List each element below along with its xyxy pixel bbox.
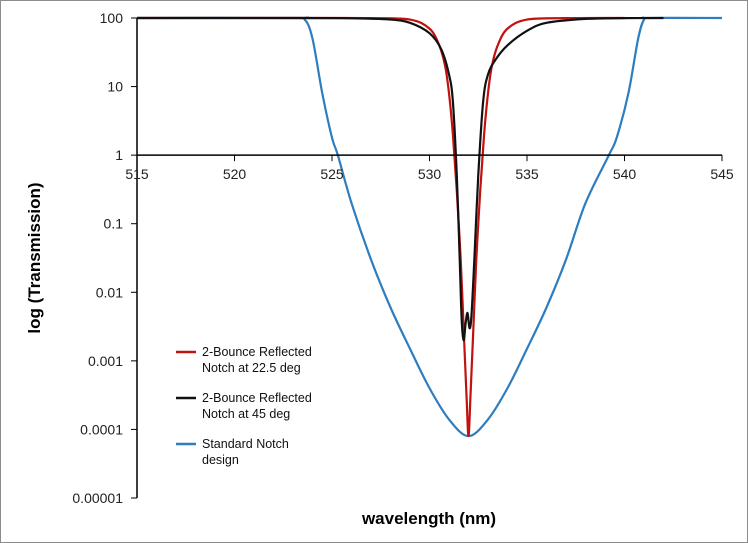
x-tick-label: 540	[613, 166, 637, 182]
y-tick-label: 0.0001	[80, 421, 123, 437]
legend: 2-Bounce Reflected Notch at 22.5 deg 2-Bou…	[168, 337, 333, 480]
legend-label-2: design	[202, 453, 239, 467]
y-tick-label: 0.01	[96, 284, 123, 300]
y-axis-title: log (Transmission)	[25, 182, 44, 333]
x-tick-label: 545	[710, 166, 734, 182]
plot-area	[136, 16, 723, 438]
y-tick-label: 1	[115, 147, 123, 163]
series-line-0	[136, 16, 625, 438]
y-tick-label: 0.1	[104, 216, 124, 232]
y-tick-label: 0.00001	[72, 490, 123, 506]
y-tick-label: 100	[100, 10, 124, 26]
axes	[131, 17, 723, 499]
legend-label-0: Notch at 22.5 deg	[202, 361, 301, 375]
legend-label-0: 2-Bounce Reflected	[202, 345, 312, 359]
legend-label-1: Notch at 45 deg	[202, 407, 290, 421]
x-tick-label: 520	[223, 166, 247, 182]
series-line-1	[136, 16, 664, 342]
tick-labels: 100 10 1 0.1 0.01 0.001 0.0001 0.00001 515 520 525…	[72, 10, 734, 506]
legend-label-2: Standard Notch	[202, 437, 289, 451]
x-tick-label: 515	[125, 166, 149, 182]
x-tick-label: 525	[320, 166, 344, 182]
y-tick-label: 10	[107, 79, 123, 95]
x-tick-label: 535	[515, 166, 539, 182]
y-tick-label: 0.001	[88, 353, 123, 369]
x-tick-label: 530	[418, 166, 442, 182]
series-line-2	[136, 16, 723, 438]
x-axis-title: wavelength (nm)	[361, 509, 496, 528]
legend-box	[168, 337, 333, 480]
legend-label-1: 2-Bounce Reflected	[202, 391, 312, 405]
